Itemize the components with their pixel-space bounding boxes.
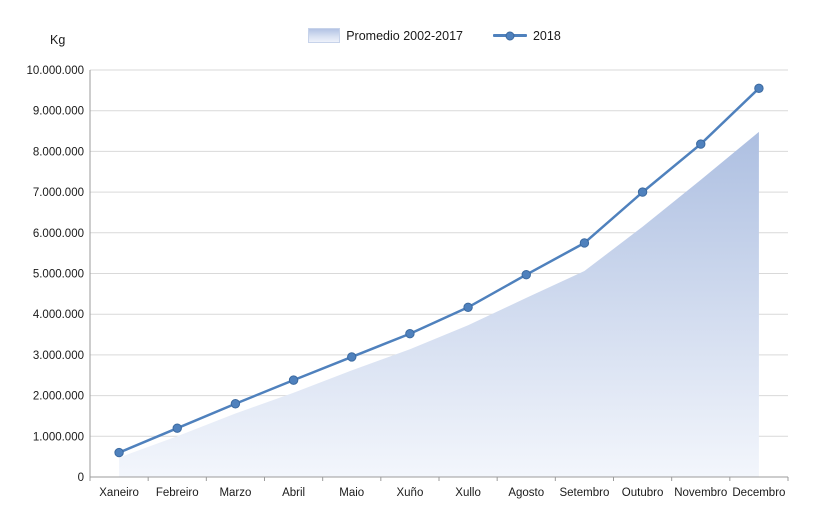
x-axis-label: Maio: [339, 487, 364, 499]
data-point-marker: [579, 238, 590, 248]
x-axis-label: Outubro: [622, 487, 664, 499]
x-axis-label: Abril: [282, 487, 305, 499]
legend-item-2018: 2018: [492, 28, 561, 43]
line-swatch-icon: [492, 31, 527, 40]
data-point-marker: [347, 352, 357, 362]
x-axis-label: Xullo: [455, 487, 481, 499]
y-axis-label: 2.000.000: [33, 391, 84, 403]
legend-label-2018: 2018: [532, 28, 561, 43]
data-point-marker: [696, 139, 706, 149]
data-point-marker: [405, 329, 415, 339]
y-axis-label: 10.000.000: [26, 65, 84, 77]
data-point-marker: [114, 447, 124, 458]
data-point-marker: [230, 399, 241, 409]
y-axis-label: 7.000.000: [33, 187, 84, 199]
data-point-marker: [288, 375, 299, 385]
x-axis-label: Xuño: [396, 487, 423, 499]
y-axis-label: 3.000.000: [33, 350, 84, 362]
x-axis-label: Agosto: [508, 487, 544, 499]
y-axis-title: Kg: [50, 33, 66, 47]
data-point-marker: [463, 302, 473, 312]
x-axis-label: Marzo: [219, 487, 251, 499]
data-point-marker: [172, 423, 182, 433]
y-axis-label: 8.000.000: [33, 146, 84, 158]
area-swatch-icon: [308, 28, 341, 43]
data-point-marker: [637, 187, 648, 197]
legend: Promedio 2002-2017 2018: [0, 28, 819, 43]
data-point-marker: [754, 83, 764, 94]
y-axis-label: 1.000.000: [33, 431, 84, 443]
y-axis-label: 9.000.000: [33, 106, 84, 118]
y-axis-label: 4.000.000: [33, 309, 84, 321]
line-series-2018: [117, 87, 761, 454]
legend-label-promedio: Promedio 2002-2017: [346, 28, 463, 43]
y-axis-label: 0: [78, 472, 84, 484]
area-series-promedio: [119, 131, 759, 477]
x-axis-label: Xaneiro: [99, 487, 139, 499]
legend-item-promedio: Promedio 2002-2017: [308, 28, 463, 43]
x-axis-label: Decembro: [732, 487, 785, 499]
x-axis-label: Novembro: [674, 487, 727, 499]
data-point-marker: [521, 270, 531, 280]
y-axis-label: 5.000.000: [33, 269, 84, 281]
y-axis-label: 6.000.000: [33, 228, 84, 240]
marker-dot-icon: [505, 31, 515, 40]
x-axis-label: Setembro: [559, 487, 609, 499]
x-axis-label: Febreiro: [156, 487, 199, 499]
